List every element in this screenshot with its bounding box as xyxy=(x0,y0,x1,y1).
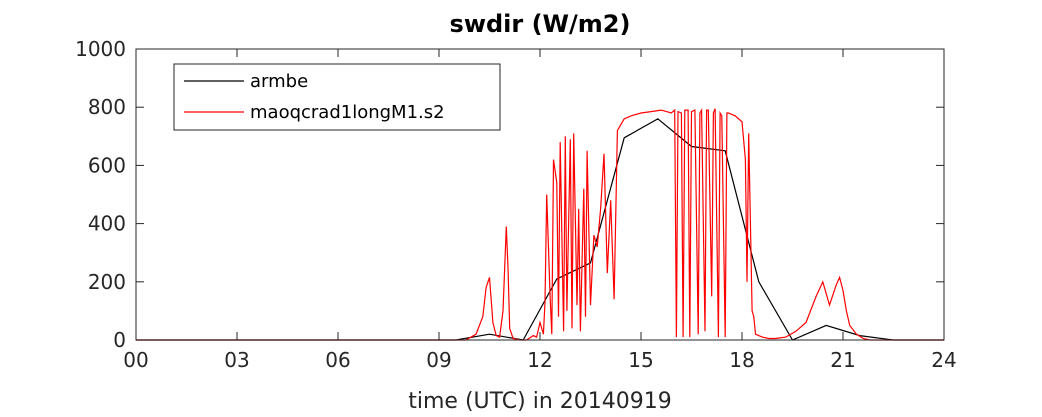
x-tick-label: 09 xyxy=(426,348,451,372)
x-tick-label: 21 xyxy=(830,348,855,372)
y-tick-label: 600 xyxy=(88,153,126,177)
x-tick-label: 15 xyxy=(628,348,653,372)
plot-lines xyxy=(136,107,944,341)
x-tick-label: 12 xyxy=(527,348,552,372)
legend-label: maoqcrad1longM1.s2 xyxy=(250,102,445,123)
legend-box xyxy=(173,63,501,131)
legend: armbe maoqcrad1longM1.s2 xyxy=(173,63,501,131)
y-tick-label: 0 xyxy=(113,328,126,352)
y-tick-label: 800 xyxy=(88,95,126,119)
x-axis-label: time (UTC) in 20140919 xyxy=(408,389,672,414)
series-line-armbe xyxy=(136,118,944,341)
x-tick-label: 18 xyxy=(729,348,754,372)
x-tick-label: 03 xyxy=(224,348,249,372)
chart-title: swdir (W/m2) xyxy=(450,10,631,38)
y-axis: 0 200 400 600 800 1000 xyxy=(75,37,944,352)
x-tick-label: 00 xyxy=(123,348,148,372)
x-axis: 00 03 06 09 12 15 18 21 24 xyxy=(123,49,957,372)
y-tick-label: 400 xyxy=(88,212,126,236)
x-tick-label: 24 xyxy=(931,348,956,372)
legend-label: armbe xyxy=(250,71,308,92)
y-tick-label: 1000 xyxy=(75,37,126,61)
x-tick-label: 06 xyxy=(325,348,350,372)
y-tick-label: 200 xyxy=(88,270,126,294)
series-line-maoqcrad1longM1-s2 xyxy=(136,107,944,341)
